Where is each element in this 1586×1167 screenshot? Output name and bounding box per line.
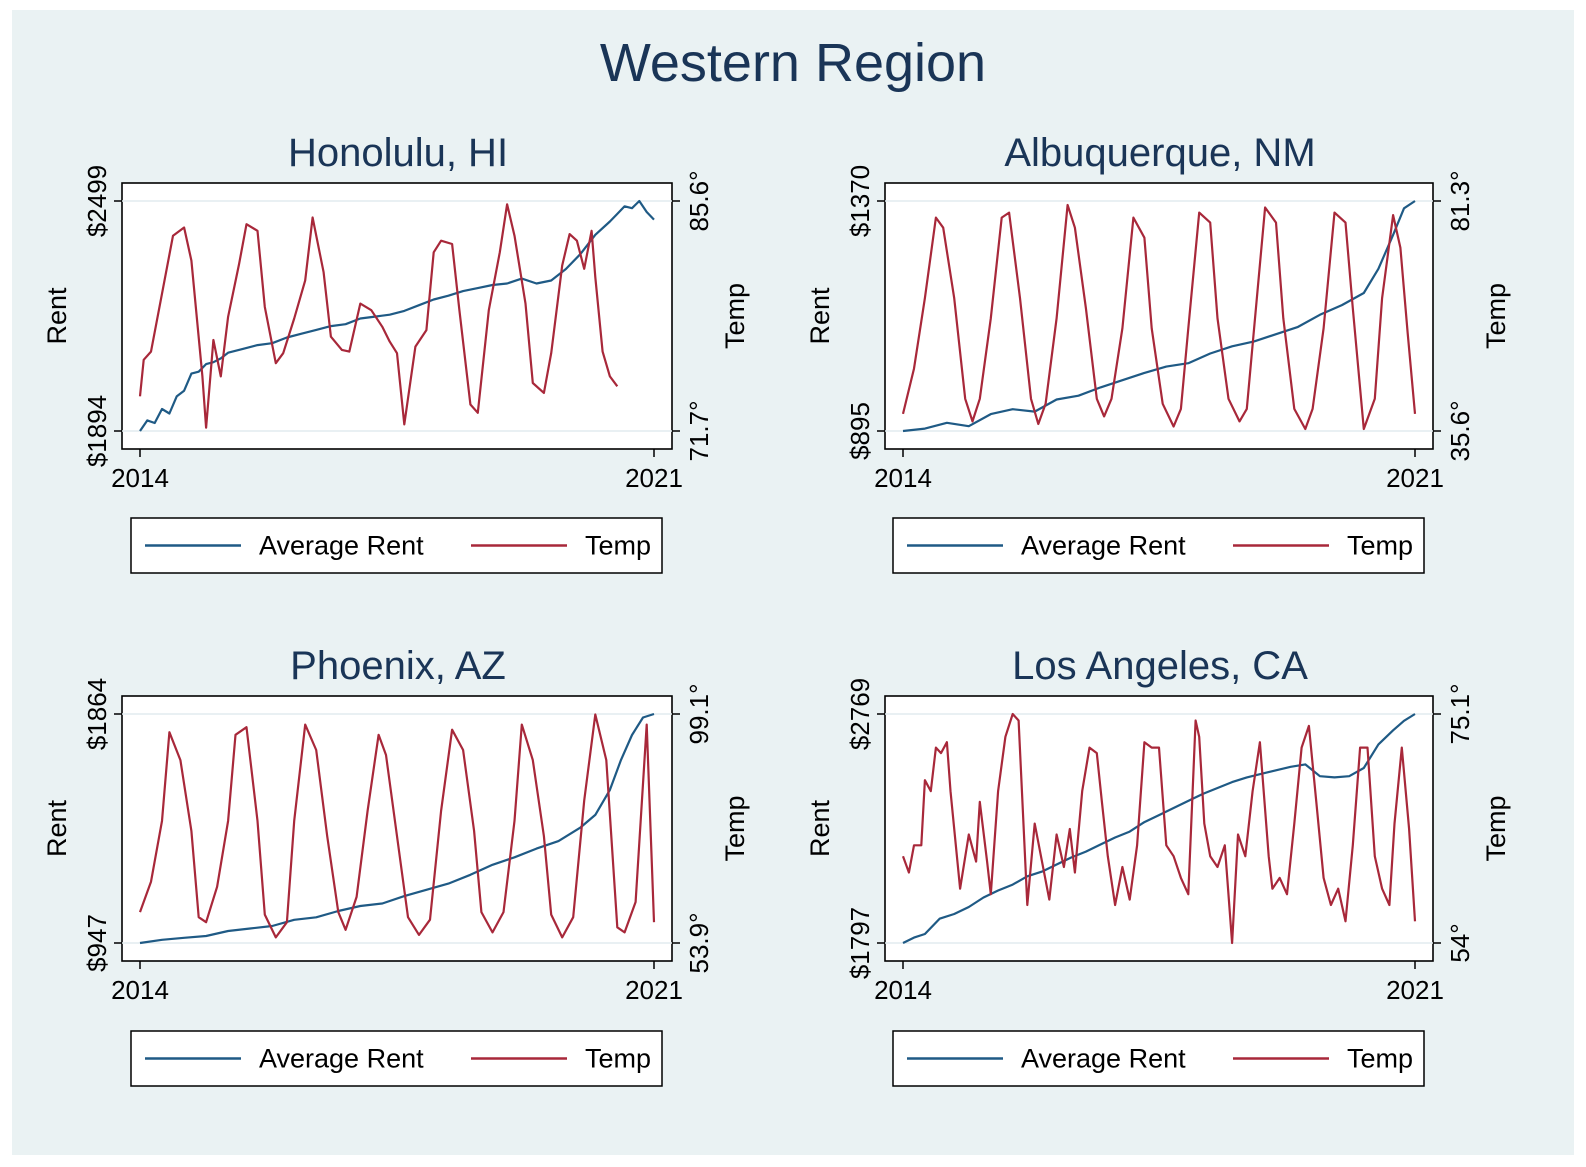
- plot-area: [884, 695, 1434, 962]
- figure-title: Western Region: [599, 33, 987, 93]
- y-axis-label: Rent: [805, 287, 835, 345]
- x-tick-label: 2021: [625, 975, 683, 1005]
- y2-axis-label: Temp: [1481, 795, 1511, 861]
- rent-series-line: [902, 200, 1416, 433]
- y-axis-label: Rent: [42, 287, 72, 345]
- y2-axis-label: Temp: [720, 795, 750, 861]
- x-tick-label: 2021: [625, 463, 683, 493]
- y-tick-label: $2769: [845, 678, 875, 750]
- legend-temp-label: Temp: [585, 1044, 651, 1074]
- y2-axis-label: Temp: [1481, 283, 1511, 349]
- legend: Average Rent Temp: [892, 1030, 1425, 1087]
- plot-area: [884, 182, 1434, 450]
- y-axis-label: Rent: [805, 799, 835, 857]
- x-tick-label: 2014: [111, 463, 169, 493]
- y-tick-label: $2499: [82, 165, 112, 237]
- legend: Average Rent Temp: [892, 517, 1425, 574]
- panel-title: Los Angeles, CA: [1012, 644, 1308, 688]
- panel-title: Albuquerque, NM: [1004, 131, 1315, 175]
- x-tick-label: 2021: [1386, 975, 1444, 1005]
- temp-series-line: [138, 713, 656, 939]
- x-tick-label: 2014: [874, 975, 932, 1005]
- y2-tick-label: 99.1°: [684, 683, 714, 744]
- legend-temp-label: Temp: [585, 531, 651, 561]
- y2-tick-label: 71.7°: [684, 400, 714, 461]
- legend-temp-label: Temp: [1347, 531, 1413, 561]
- legend-rent-label: Average Rent: [1021, 531, 1186, 561]
- y2-tick-label: 75.1°: [1445, 683, 1475, 744]
- x-tick-label: 2014: [111, 975, 169, 1005]
- y2-tick-label: 81.3°: [1445, 170, 1475, 231]
- y-tick-label: $895: [845, 402, 875, 460]
- temp-series-line: [138, 203, 619, 429]
- y-tick-label: $1797: [845, 907, 875, 979]
- y-tick-label: $1370: [845, 165, 875, 237]
- panel-title: Phoenix, AZ: [290, 644, 506, 688]
- legend-rent-label: Average Rent: [1021, 1044, 1186, 1074]
- chart-panel-1: Honolulu, HI 2014 2021 $1894 $2499 71.7° 85.6°…: [42, 131, 750, 574]
- chart-panel-3: Phoenix, AZ 2014 2021 $947 $1864 53.9° 99.1° Re…: [42, 644, 750, 1087]
- chart-panel-2: Albuquerque, NM 2014 2021 $895 $1370 35.6° 81.…: [805, 131, 1511, 574]
- y-axis-label: Rent: [42, 799, 72, 857]
- y2-tick-label: 54°: [1445, 923, 1475, 962]
- temp-series-line: [901, 203, 1417, 431]
- y2-tick-label: 53.9°: [684, 912, 714, 973]
- legend: Average Rent Temp: [130, 1030, 663, 1087]
- x-tick-label: 2014: [874, 463, 932, 493]
- legend: Average Rent Temp: [130, 517, 663, 574]
- panel-title: Honolulu, HI: [288, 131, 508, 175]
- legend-rent-label: Average Rent: [259, 1044, 424, 1074]
- temp-series-line: [901, 712, 1417, 945]
- y2-tick-label: 85.6°: [684, 170, 714, 231]
- y-tick-label: $947: [82, 914, 112, 972]
- chart-panel-4: Los Angeles, CA 2014 2021 $1797 $2769 54° 75.1…: [805, 644, 1511, 1087]
- y2-axis-label: Temp: [720, 283, 750, 349]
- y-tick-label: $1864: [82, 678, 112, 750]
- rent-series-line: [902, 713, 1416, 944]
- y2-tick-label: 35.6°: [1445, 400, 1475, 461]
- plot-area: [121, 182, 673, 450]
- rent-series-line: [139, 712, 655, 945]
- legend-rent-label: Average Rent: [259, 531, 424, 561]
- y-tick-label: $1894: [82, 395, 112, 467]
- legend-temp-label: Temp: [1347, 1044, 1413, 1074]
- x-tick-label: 2021: [1386, 463, 1444, 493]
